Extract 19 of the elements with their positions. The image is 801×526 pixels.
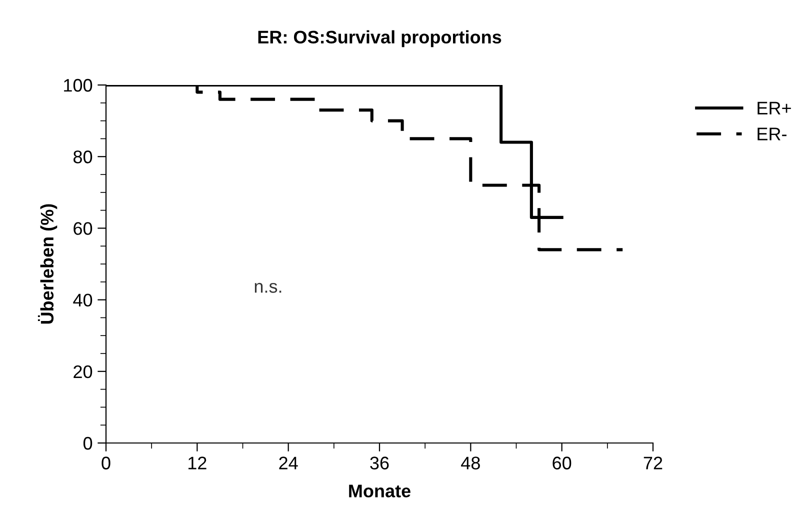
y-tick-label: 40 bbox=[73, 294, 92, 307]
y-axis-title: Überleben (%) bbox=[38, 204, 58, 324]
y-tick-label: 100 bbox=[64, 78, 92, 92]
chart-title: ER: OS:Survival proportions bbox=[258, 30, 502, 48]
x-tick-label: 48 bbox=[461, 456, 480, 470]
x-tick-label: 36 bbox=[370, 456, 389, 470]
legend-label: ER+ bbox=[758, 102, 791, 114]
legend-label: ER- bbox=[758, 128, 786, 140]
x-tick-label: 72 bbox=[644, 456, 662, 470]
x-tick-label: 60 bbox=[552, 456, 572, 470]
y-tick-label: 0 bbox=[83, 436, 92, 450]
x-tick-label: 0 bbox=[102, 456, 110, 470]
y-tick-label: 20 bbox=[74, 365, 92, 378]
y-tick-label: 80 bbox=[74, 150, 92, 164]
y-tick-label: 60 bbox=[74, 222, 92, 235]
annotation: n.s. bbox=[254, 282, 282, 293]
x-tick-label: 12 bbox=[188, 456, 206, 470]
x-axis-title: Monate bbox=[349, 484, 410, 498]
x-tick-label: 24 bbox=[279, 456, 298, 470]
